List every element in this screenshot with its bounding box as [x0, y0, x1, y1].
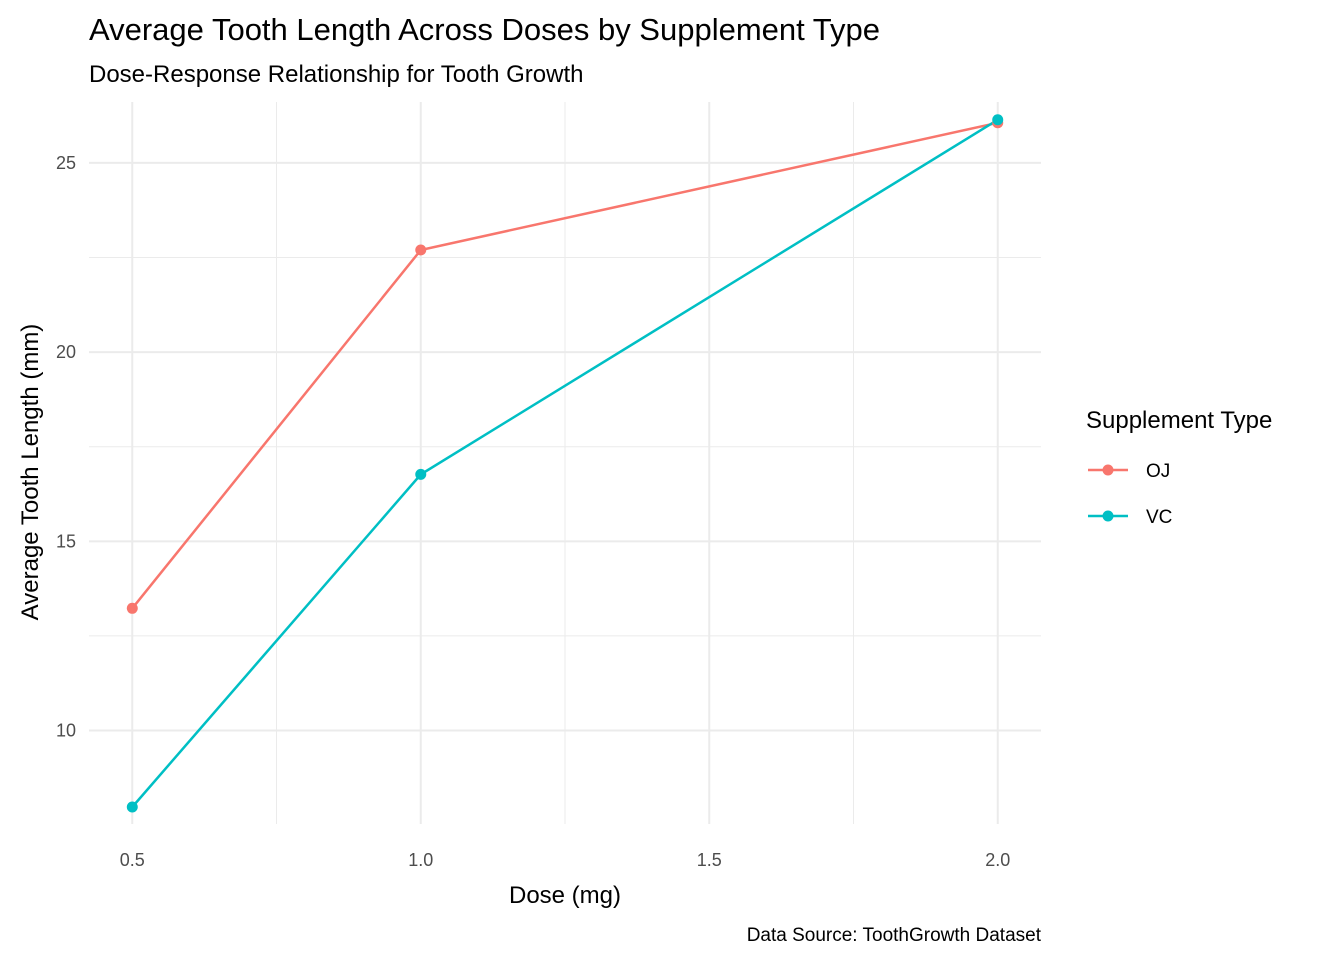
y-tick-label: 20	[56, 342, 76, 362]
x-tick-label: 1.0	[408, 850, 433, 870]
y-tick-label: 25	[56, 153, 76, 173]
data-point-vc	[415, 468, 427, 480]
y-tick-label: 10	[56, 721, 76, 741]
y-axis-title: Average Tooth Length (mm)	[17, 324, 44, 621]
x-tick-label: 1.5	[697, 850, 722, 870]
y-axis-ticks: 10 15 20 25	[56, 153, 76, 741]
legend: Supplement Type OJ VC	[1086, 407, 1272, 528]
plot-series	[126, 114, 1004, 813]
data-point-oj	[415, 244, 427, 256]
x-axis-ticks: 0.5 1.0 1.5 2.0	[120, 850, 1010, 870]
x-tick-label: 2.0	[985, 850, 1010, 870]
x-axis-title: Dose (mg)	[509, 882, 621, 909]
grid	[89, 102, 1041, 824]
chart-title: Average Tooth Length Across Doses by Sup…	[89, 12, 880, 47]
data-point-vc	[992, 114, 1004, 126]
y-tick-label: 15	[56, 531, 76, 551]
chart-subtitle: Dose-Response Relationship for Tooth Gro…	[89, 61, 583, 88]
legend-key-point-vc	[1102, 510, 1114, 522]
legend-key-point-oj	[1102, 464, 1114, 476]
chart-caption: Data Source: ToothGrowth Dataset	[747, 925, 1042, 946]
legend-label-vc: VC	[1146, 507, 1172, 528]
data-point-oj	[126, 602, 138, 614]
x-tick-label: 0.5	[120, 850, 145, 870]
legend-title: Supplement Type	[1086, 407, 1272, 434]
data-point-vc	[126, 801, 138, 813]
legend-label-oj: OJ	[1146, 461, 1170, 482]
